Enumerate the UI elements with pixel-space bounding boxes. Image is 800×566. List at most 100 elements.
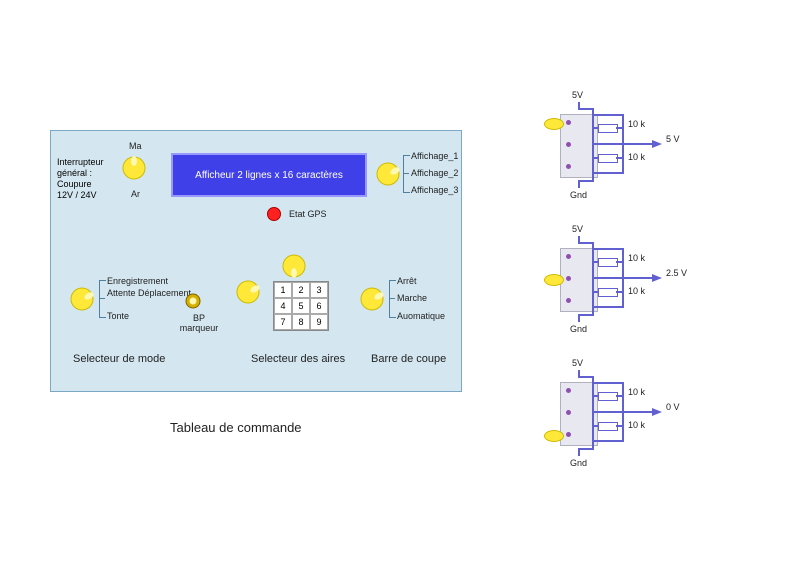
interrupter-label-line: Coupure xyxy=(57,179,104,190)
wire xyxy=(594,261,598,263)
resistor-bot xyxy=(598,288,618,297)
affichage-label-1: Affichage_1 xyxy=(411,151,458,161)
barre-option-3: Auomatique xyxy=(397,311,445,321)
panel-caption: Tableau de commande xyxy=(170,420,302,435)
circuit-block: 5VGnd10 k10 k5 V xyxy=(548,96,708,206)
output-arrow-icon xyxy=(652,274,662,282)
keypad-key[interactable]: 3 xyxy=(310,282,328,298)
barre-bracket-mid xyxy=(389,298,395,299)
mode-knob[interactable] xyxy=(69,286,95,312)
resistor-top xyxy=(598,258,618,267)
affichage-bracket xyxy=(403,155,410,193)
area-keypad[interactable]: 1 2 3 4 5 6 7 8 9 xyxy=(273,281,329,331)
area-selector-title: Selecteur des aires xyxy=(251,353,345,365)
gps-led xyxy=(267,207,281,221)
wire xyxy=(592,376,594,450)
wire xyxy=(594,172,624,174)
keypad-key[interactable]: 1 xyxy=(274,282,292,298)
affichage-knob[interactable] xyxy=(375,161,401,187)
keypad-key[interactable]: 2 xyxy=(292,282,310,298)
node-dot xyxy=(566,142,571,147)
resistor-bot xyxy=(598,422,618,431)
mode-selector-title: Selecteur de mode xyxy=(73,353,165,365)
r-bot-label: 10 k xyxy=(628,152,645,162)
switch-pointer xyxy=(544,274,564,286)
resistor-top xyxy=(598,392,618,401)
lcd-display: Afficheur 2 lignes x 16 caractères xyxy=(171,153,367,197)
output-arrow-icon xyxy=(652,140,662,148)
barre-option-1: Arrêt xyxy=(397,276,417,286)
wire xyxy=(578,314,594,316)
wire xyxy=(578,376,594,378)
keypad-key[interactable]: 9 xyxy=(310,314,328,330)
area-knob[interactable] xyxy=(235,279,261,305)
barre-title: Barre de coupe xyxy=(371,353,446,365)
interrupter-label-line: général : xyxy=(57,168,104,179)
gnd-label: Gnd xyxy=(570,458,587,468)
wire xyxy=(594,425,598,427)
interrupter-knob[interactable] xyxy=(121,155,147,181)
output-label: 2.5 V xyxy=(666,268,687,278)
bp-marker-button[interactable] xyxy=(185,293,201,309)
wire xyxy=(594,127,598,129)
switch-pointer xyxy=(544,430,564,442)
resistor-top xyxy=(598,124,618,133)
switch-pointer xyxy=(544,118,564,130)
mode-option-1: Enregistrement xyxy=(107,276,168,286)
wire xyxy=(578,448,580,456)
interrupter-label-line: 12V / 24V xyxy=(57,190,104,201)
r-bot-label: 10 k xyxy=(628,286,645,296)
r-top-label: 10 k xyxy=(628,253,645,263)
wire xyxy=(594,395,598,397)
interrupter-label-line: Interrupteur xyxy=(57,157,104,168)
wire xyxy=(578,236,580,244)
node-dot xyxy=(566,254,571,259)
output-wire xyxy=(594,411,654,413)
wire xyxy=(578,242,594,244)
keypad-key[interactable]: 6 xyxy=(310,298,328,314)
wire xyxy=(578,314,580,322)
node-dot xyxy=(566,410,571,415)
resistor-bot xyxy=(598,154,618,163)
mode-option-3: Tonte xyxy=(107,311,129,321)
wire xyxy=(592,108,594,182)
keypad-key[interactable]: 5 xyxy=(292,298,310,314)
keypad-key[interactable]: 8 xyxy=(292,314,310,330)
wire xyxy=(578,108,594,110)
wire xyxy=(594,157,598,159)
barre-bracket xyxy=(389,280,396,318)
output-label: 0 V xyxy=(666,402,680,412)
interrupter-bottom-label: Ar xyxy=(131,189,140,199)
wire xyxy=(578,102,580,110)
circuit-block: 5VGnd10 k10 k0 V xyxy=(548,364,708,474)
output-wire xyxy=(594,277,654,279)
wire xyxy=(592,242,594,316)
wire xyxy=(578,448,594,450)
circuit-block: 5VGnd10 k10 k2.5 V xyxy=(548,230,708,340)
wire xyxy=(594,440,624,442)
affichage-bracket-mid xyxy=(403,173,409,174)
keypad-key[interactable]: 4 xyxy=(274,298,292,314)
wire xyxy=(578,180,580,188)
vcc-label: 5V xyxy=(572,224,583,234)
vcc-label: 5V xyxy=(572,90,583,100)
mode-bracket xyxy=(99,280,106,318)
mode-bracket-mid xyxy=(99,298,105,299)
barre-knob[interactable] xyxy=(359,286,385,312)
control-panel: Interrupteur général : Coupure 12V / 24V… xyxy=(50,130,462,392)
gnd-label: Gnd xyxy=(570,324,587,334)
wire xyxy=(594,291,598,293)
interrupter-label: Interrupteur général : Coupure 12V / 24V xyxy=(57,157,104,201)
keypad-key[interactable]: 7 xyxy=(274,314,292,330)
interrupter-top-label: Ma xyxy=(129,141,142,151)
affichage-label-3: Affichage_3 xyxy=(411,185,458,195)
node-dot xyxy=(566,120,571,125)
output-arrow-icon xyxy=(652,408,662,416)
gps-label: Etat GPS xyxy=(289,209,327,219)
lcd-text: Afficheur 2 lignes x 16 caractères xyxy=(195,170,343,181)
affichage-label-2: Affichage_2 xyxy=(411,168,458,178)
wire xyxy=(578,370,580,378)
area-pointer-knob[interactable] xyxy=(281,253,307,279)
barre-option-2: Marche xyxy=(397,293,427,303)
node-dot xyxy=(566,276,571,281)
